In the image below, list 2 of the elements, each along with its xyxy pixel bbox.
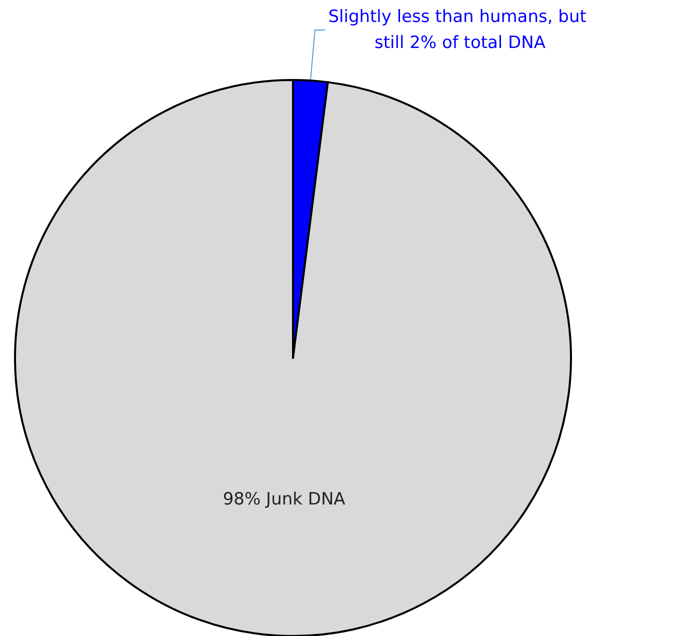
slice-label: 98% Junk DNA: [222, 490, 346, 510]
slice-label: Slightly less than humans, but still 2% of total DNA: [328, 7, 592, 53]
